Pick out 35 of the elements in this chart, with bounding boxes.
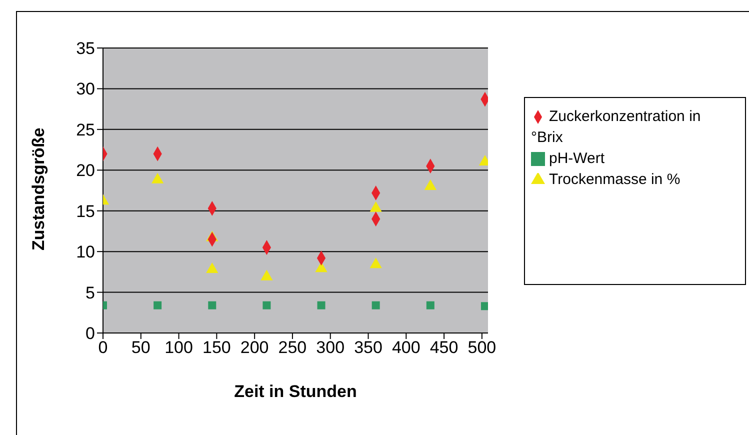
x-tick-label: 50	[131, 338, 150, 358]
x-tick-label: 350	[354, 338, 382, 358]
point	[317, 301, 326, 310]
x-tick-label: 100	[164, 338, 193, 358]
x-tick-label: 500	[468, 338, 496, 358]
x-axis-title: Zeit in Stunden	[234, 382, 357, 402]
point	[370, 258, 382, 268]
point	[426, 301, 434, 310]
point	[424, 179, 436, 190]
point	[260, 270, 273, 280]
y-axis-title: Zustandsgröße	[29, 128, 48, 250]
y-tick-label: 0	[86, 324, 95, 344]
point	[208, 301, 216, 310]
x-tick-label: 150	[202, 338, 231, 358]
x-tick-label: 200	[240, 338, 269, 358]
point	[151, 172, 164, 184]
point	[154, 301, 162, 310]
x-tick-label: 300	[316, 338, 345, 358]
y-tick-label: 25	[76, 120, 95, 140]
y-tick-label: 35	[76, 39, 95, 58]
y-tick-label: 5	[86, 283, 95, 302]
x-tick-label: 400	[392, 338, 420, 358]
y-tick-label: 10	[76, 242, 95, 262]
x-tick-label: 0	[98, 338, 108, 358]
point	[480, 302, 488, 310]
y-tick-label: 20	[76, 161, 95, 180]
y-tick-label: 15	[76, 202, 95, 221]
x-tick-label: 450	[430, 338, 458, 358]
point	[372, 301, 380, 310]
y-tick-label: 30	[76, 80, 95, 99]
point	[370, 201, 382, 212]
point	[262, 301, 271, 310]
legend-label: Trockenmasse in %	[549, 171, 680, 188]
x-tick-label: 250	[278, 338, 307, 358]
legend-label: pH-Wert	[549, 150, 605, 167]
